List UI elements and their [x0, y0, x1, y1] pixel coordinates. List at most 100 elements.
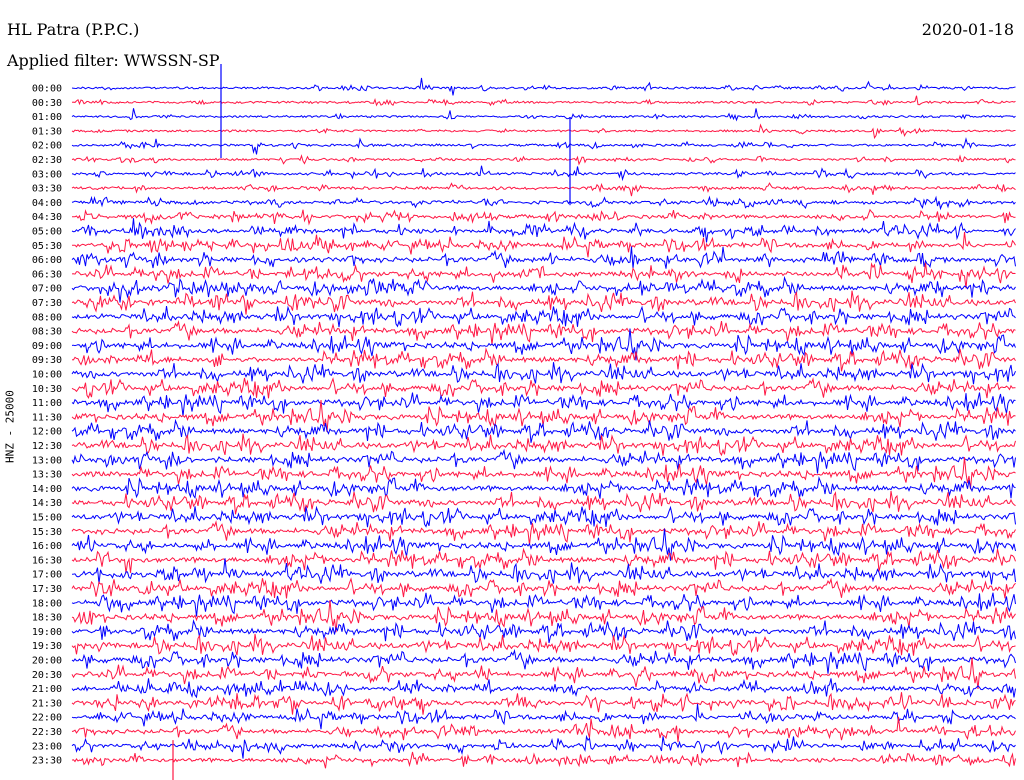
time-tick-label: 09:00 [32, 341, 62, 352]
trace-line [71, 77, 1016, 96]
trace-line [71, 399, 1016, 433]
trace-line [71, 182, 1016, 197]
trace-line [71, 95, 1016, 107]
time-tick-label: 17:30 [32, 584, 62, 595]
trace-line [71, 392, 1016, 417]
time-tick-label: 20:30 [32, 670, 62, 681]
trace-line [71, 328, 1016, 361]
time-tick-label: 20:00 [32, 656, 62, 667]
time-tick-label: 14:30 [32, 498, 62, 509]
time-tick-label: 08:30 [32, 327, 62, 338]
time-tick-label: 19:00 [32, 627, 62, 638]
time-tick-label: 15:00 [32, 513, 62, 524]
trace-line [71, 433, 1016, 457]
time-tick-label: 04:00 [32, 198, 62, 209]
trace-line [71, 362, 1016, 385]
trace-line [71, 262, 1016, 289]
time-tick-label: 04:30 [32, 212, 62, 223]
trace-line [71, 490, 1016, 515]
trace-line [71, 547, 1016, 574]
trace-line [71, 678, 1016, 699]
time-tick-label: 00:30 [32, 98, 62, 109]
trace-line [71, 716, 1016, 743]
trace-line [71, 520, 1016, 546]
time-tick-label: 12:00 [32, 427, 62, 438]
time-tick-label: 18:00 [32, 598, 62, 609]
time-tick-label: 05:30 [32, 241, 62, 252]
trace-line [71, 592, 1016, 617]
trace-line [71, 231, 1016, 258]
trace-line [71, 558, 1016, 585]
trace-line [72, 208, 1016, 226]
time-tick-label: 13:30 [32, 470, 62, 481]
time-tick-label: 23:00 [32, 741, 62, 752]
time-tick-label: 02:30 [32, 155, 62, 166]
time-tick-label: 02:00 [32, 141, 62, 152]
time-tick-label: 07:00 [32, 284, 62, 295]
trace-line [71, 195, 1016, 211]
date-label: 2020-01-18 [921, 20, 1014, 39]
trace-line [71, 290, 1016, 315]
trace-line [71, 619, 1016, 644]
time-tick-label: 16:00 [32, 541, 62, 552]
trace-line [71, 692, 1016, 715]
trace-line [71, 648, 1016, 674]
trace-line [71, 108, 1016, 122]
trace-line [71, 657, 1016, 690]
trace-line [71, 528, 1016, 561]
time-tick-label: 14:00 [32, 484, 62, 495]
trace-line [71, 633, 1016, 657]
time-tick-label: 11:00 [32, 398, 62, 409]
trace-line [71, 165, 1016, 182]
time-tick-label: 16:30 [32, 555, 62, 566]
trace-line [71, 218, 1016, 243]
trace-line [71, 418, 1016, 443]
time-tick-label: 22:30 [32, 727, 62, 738]
trace-line [71, 448, 1016, 474]
trace-line [71, 347, 1016, 372]
time-tick-label: 21:30 [32, 698, 62, 709]
time-tick-label: 23:30 [32, 756, 62, 767]
time-tick-label: 10:00 [32, 370, 62, 381]
time-tick-label: 19:30 [32, 641, 62, 652]
trace-line [71, 377, 1016, 399]
time-tick-label: 17:00 [32, 570, 62, 581]
trace-line [71, 246, 1016, 269]
time-tick-label: 01:30 [32, 126, 62, 137]
time-tick-label: 06:00 [32, 255, 62, 266]
time-tick-label: 00:00 [32, 84, 62, 95]
time-tick-label: 06:30 [32, 269, 62, 280]
time-tick-label: 08:00 [32, 312, 62, 323]
station-title: HL Patra (P.P.C.) [7, 20, 140, 39]
trace-line [71, 703, 1016, 730]
time-tick-label: 10:30 [32, 384, 62, 395]
trace-line [71, 577, 1016, 599]
time-tick-label: 03:00 [32, 169, 62, 180]
trace-line [71, 476, 1016, 500]
time-tick-label: 11:30 [32, 412, 62, 423]
time-tick-label: 01:00 [32, 112, 62, 123]
time-tick-label: 22:00 [32, 713, 62, 724]
time-tick-label: 15:30 [32, 527, 62, 538]
trace-line [71, 137, 1016, 155]
trace-line [71, 305, 1016, 328]
trace-line [71, 600, 1016, 633]
trace-line [71, 734, 1016, 759]
trace-line [71, 154, 1016, 166]
time-tick-label: 05:00 [32, 227, 62, 238]
trace-line [71, 751, 1016, 769]
time-tick-label: 21:00 [32, 684, 62, 695]
filter-subtitle: Applied filter: WWSSN-SP [7, 51, 220, 70]
trace-line [71, 123, 1016, 140]
time-tick-label: 09:30 [32, 355, 62, 366]
time-tick-label: 03:30 [32, 184, 62, 195]
trace-line [71, 275, 1016, 303]
time-tick-label: 13:00 [32, 455, 62, 466]
trace-line [71, 457, 1016, 490]
time-tick-label: 12:30 [32, 441, 62, 452]
time-tick-label: 18:30 [32, 613, 62, 624]
trace-line [71, 505, 1016, 528]
trace-line [71, 319, 1016, 345]
time-tick-label: 07:30 [32, 298, 62, 309]
